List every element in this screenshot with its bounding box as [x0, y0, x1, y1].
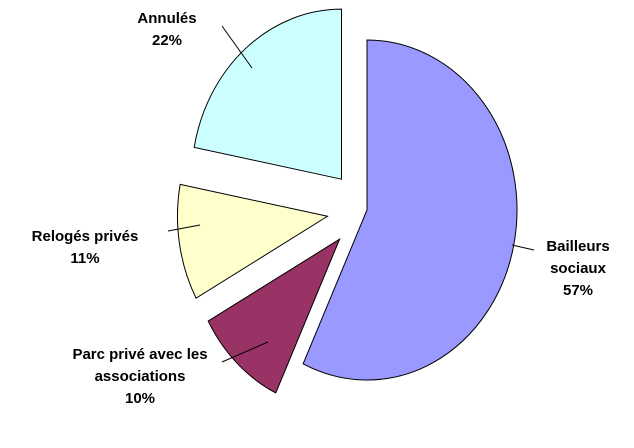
category-label: Annulés — [137, 10, 197, 27]
leader-line — [511, 244, 535, 251]
slice-label: Parc privé avec les associations 10% — [55, 344, 225, 410]
slice-label: Bailleurs sociaux 57% — [528, 236, 628, 302]
value-label: 57% — [562, 282, 594, 299]
slice-label: Relogés privés 11% — [0, 226, 170, 270]
pie-slice — [207, 237, 341, 394]
value-label: 11% — [70, 250, 100, 267]
pie-slice — [176, 183, 329, 299]
value-label: 22% — [151, 32, 183, 49]
value-label: 10% — [124, 390, 156, 407]
category-label: Relogés privés — [31, 228, 139, 245]
slice-label: Annulés 22% — [112, 8, 222, 52]
leader-line — [167, 224, 201, 232]
category-label: Parc privé avec les associations — [72, 346, 208, 385]
leader-line — [221, 25, 253, 69]
leader-line — [221, 341, 269, 363]
pie-slice — [302, 39, 518, 381]
pie-slice — [193, 8, 343, 180]
category-label: Bailleurs sociaux — [546, 238, 610, 277]
